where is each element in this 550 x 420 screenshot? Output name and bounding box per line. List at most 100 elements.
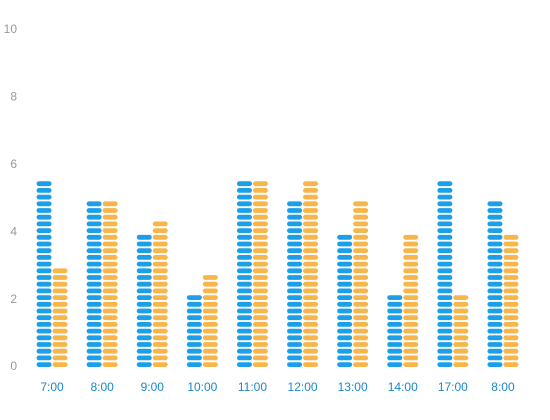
bar-segment — [403, 268, 419, 274]
bar-segment — [303, 315, 319, 321]
bar — [36, 181, 52, 367]
bar-segment — [152, 342, 168, 347]
bar-segment — [236, 228, 252, 233]
bar-segment — [36, 362, 52, 367]
bar-segment — [52, 281, 68, 287]
bar-segment — [403, 308, 419, 314]
bar-segment — [36, 335, 52, 341]
bar-segment — [437, 255, 453, 260]
bar-segment — [86, 261, 102, 267]
bar-segment — [487, 221, 503, 227]
bar-segment — [86, 275, 102, 280]
bar-segment — [353, 295, 369, 300]
bar-segment — [102, 288, 118, 294]
bar-segment — [86, 348, 102, 354]
bar-segment — [36, 234, 52, 240]
bar-segment — [287, 221, 303, 227]
bar-segment — [487, 228, 503, 233]
x-tick-label: 11:00 — [238, 380, 267, 394]
bar-segment — [86, 308, 102, 314]
bar-segment — [403, 275, 419, 280]
bar-segment — [236, 261, 252, 267]
bar-segment — [453, 328, 469, 334]
bar-segment — [236, 315, 252, 321]
bar — [353, 201, 369, 367]
bar-segment — [487, 208, 503, 213]
bar-segment — [102, 328, 118, 334]
bar-segment — [503, 275, 519, 280]
bar-segment — [403, 355, 419, 361]
bar-segment — [437, 348, 453, 354]
bar-segment — [252, 241, 268, 247]
bar-segment — [303, 228, 319, 233]
bar-segment — [186, 335, 202, 341]
bar-segment — [36, 355, 52, 361]
bar-segment — [36, 208, 52, 213]
bar-segment — [52, 301, 68, 307]
bar-segment — [287, 335, 303, 341]
bar — [303, 181, 319, 367]
bar-segment — [52, 348, 68, 354]
bar-segment — [202, 308, 218, 314]
bar-segment — [236, 194, 252, 200]
bar-segment — [403, 362, 419, 367]
bar-segment — [337, 348, 353, 354]
bar — [202, 275, 218, 367]
bar-segment — [36, 194, 52, 200]
bar-segment — [387, 335, 403, 341]
bar-segment — [487, 342, 503, 347]
bar-segment — [337, 268, 353, 274]
bar-segment — [102, 335, 118, 341]
bar-segment — [303, 221, 319, 227]
bar-segment — [437, 275, 453, 280]
bar-segment — [487, 248, 503, 254]
bar-segment — [52, 355, 68, 361]
bar-segment — [337, 275, 353, 280]
bar-segment — [86, 214, 102, 220]
bar-segment — [236, 208, 252, 213]
bar-segment — [236, 355, 252, 361]
bar-segment — [487, 268, 503, 274]
bar-segment — [303, 261, 319, 267]
bar-segment — [337, 288, 353, 294]
bar-segment — [287, 241, 303, 247]
bar-segment — [403, 301, 419, 307]
bar-segment — [453, 335, 469, 341]
bar-segment — [252, 362, 268, 367]
bar-segment — [453, 295, 469, 300]
bar-segment — [86, 295, 102, 300]
bar-segment — [353, 348, 369, 354]
bar-segment — [152, 281, 168, 287]
bar-segment — [387, 348, 403, 354]
x-tick-label: 9:00 — [141, 380, 165, 394]
bar-segment — [303, 275, 319, 280]
bar — [252, 181, 268, 367]
bar-segment — [353, 241, 369, 247]
bar-segment — [102, 362, 118, 367]
bar-segment — [287, 308, 303, 314]
bar-segment — [52, 328, 68, 334]
bar-segment — [353, 275, 369, 280]
bar-segment — [236, 362, 252, 367]
bar-segment — [202, 322, 218, 327]
bar-segment — [202, 275, 218, 280]
bar-segment — [287, 261, 303, 267]
bar-segment — [236, 268, 252, 274]
bar-segment — [252, 214, 268, 220]
x-tick-label: 17:00 — [438, 380, 468, 394]
bar-segment — [186, 355, 202, 361]
bar-segment — [236, 275, 252, 280]
bar-segment — [437, 335, 453, 341]
bar-segment — [303, 208, 319, 213]
bar-segment — [403, 322, 419, 327]
bar-segment — [252, 348, 268, 354]
bar-segment — [86, 221, 102, 227]
bar-segment — [303, 288, 319, 294]
bar-segment — [236, 342, 252, 347]
bar-segment — [437, 328, 453, 334]
bar-segment — [136, 308, 152, 314]
bar-segment — [152, 261, 168, 267]
bar-segment — [287, 315, 303, 321]
bar-segment — [236, 248, 252, 254]
bar-segment — [437, 301, 453, 307]
